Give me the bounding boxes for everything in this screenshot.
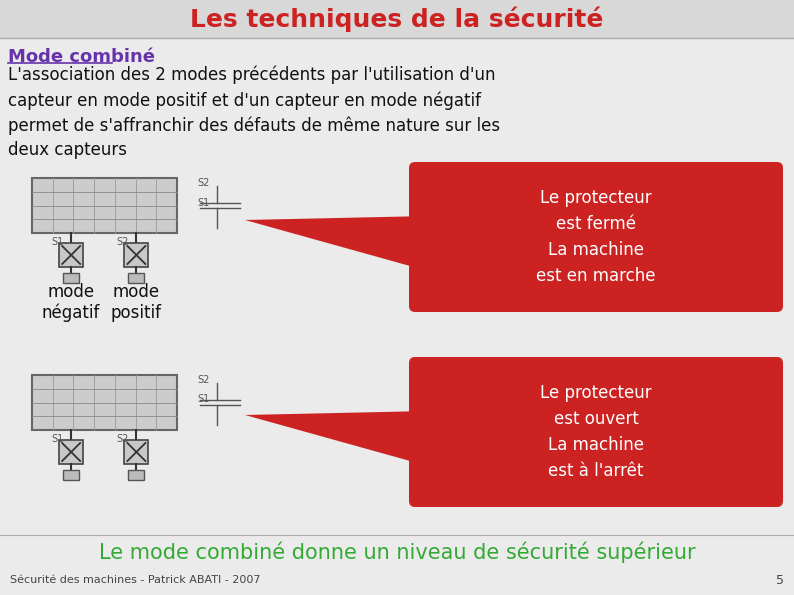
Text: Le protecteur
est ouvert
La machine
est à l'arrêt: Le protecteur est ouvert La machine est …	[540, 384, 652, 480]
FancyBboxPatch shape	[409, 357, 783, 507]
FancyBboxPatch shape	[125, 243, 148, 267]
Text: S2: S2	[117, 237, 129, 247]
Text: mode
négatif: mode négatif	[42, 283, 100, 322]
FancyBboxPatch shape	[59, 243, 83, 267]
Text: S2: S2	[197, 178, 210, 188]
Text: S2: S2	[197, 375, 210, 385]
Text: Le protecteur
est fermé
La machine
est en marche: Le protecteur est fermé La machine est e…	[536, 189, 656, 284]
Text: 5: 5	[776, 574, 784, 587]
Text: Sécurité des machines - Patrick ABATI - 2007: Sécurité des machines - Patrick ABATI - …	[10, 575, 260, 585]
Text: S1: S1	[197, 198, 210, 208]
FancyBboxPatch shape	[64, 273, 79, 283]
Text: S2: S2	[117, 434, 129, 444]
FancyBboxPatch shape	[129, 470, 145, 480]
Polygon shape	[245, 217, 415, 267]
Text: S1: S1	[197, 394, 210, 405]
FancyBboxPatch shape	[0, 0, 794, 38]
Text: mode
positif: mode positif	[111, 283, 162, 322]
FancyBboxPatch shape	[32, 178, 177, 233]
FancyBboxPatch shape	[59, 440, 83, 464]
Text: Les techniques de la sécurité: Les techniques de la sécurité	[191, 7, 603, 32]
FancyBboxPatch shape	[125, 440, 148, 464]
Text: Mode combiné: Mode combiné	[8, 48, 155, 66]
FancyBboxPatch shape	[409, 162, 783, 312]
Polygon shape	[245, 411, 415, 462]
FancyBboxPatch shape	[129, 273, 145, 283]
Text: L'association des 2 modes précédents par l'utilisation d'un
capteur en mode posi: L'association des 2 modes précédents par…	[8, 66, 500, 159]
FancyBboxPatch shape	[64, 470, 79, 480]
Text: S1: S1	[51, 237, 64, 247]
Text: S1: S1	[51, 434, 64, 444]
Text: Le mode combiné donne un niveau de sécurité supérieur: Le mode combiné donne un niveau de sécur…	[98, 541, 696, 563]
FancyBboxPatch shape	[32, 375, 177, 430]
